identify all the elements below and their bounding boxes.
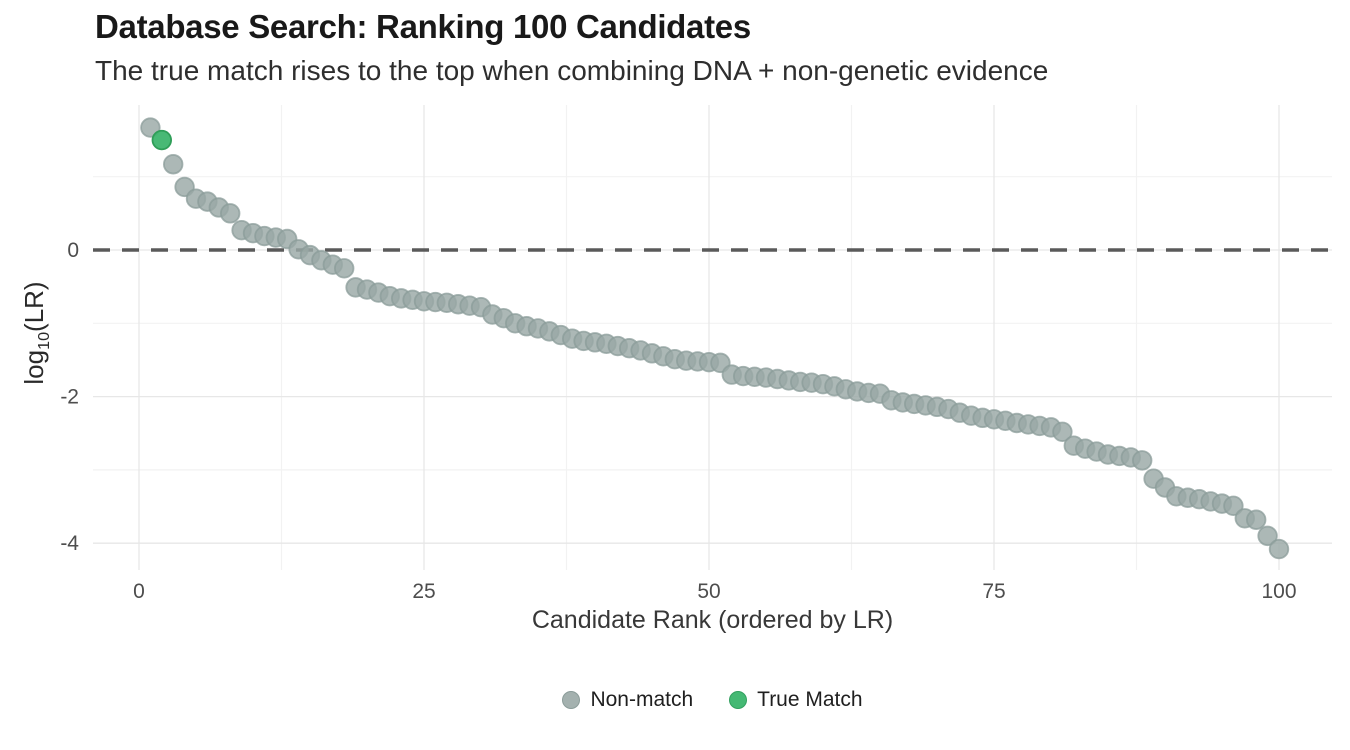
y-tick-label: 0: [67, 239, 79, 262]
major-gridlines: [93, 105, 1332, 570]
x-tick-labels: 0 25 50 75 100: [133, 580, 1296, 603]
x-tick-label: 25: [412, 580, 435, 603]
y-axis-title-subscript: 10: [35, 331, 54, 350]
x-tick-label: 100: [1261, 580, 1296, 603]
y-tick-labels: 0 -2 -4: [60, 239, 79, 555]
data-point-true-match: [151, 129, 173, 151]
data-point-non-match: [1131, 450, 1153, 471]
x-axis-title: Candidate Rank (ordered by LR): [531, 606, 894, 634]
legend: Non-match True Match: [93, 688, 1332, 712]
data-points: [140, 117, 1290, 560]
data-point-non-match: [219, 203, 241, 224]
x-tick-label: 0: [133, 580, 145, 603]
minor-gridlines: [93, 105, 1332, 570]
data-point-non-match: [162, 154, 184, 175]
data-point-non-match: [1245, 509, 1267, 530]
x-tick-label: 75: [982, 580, 1005, 603]
chart-subtitle: The true match rises to the top when com…: [95, 55, 1049, 86]
true-match-swatch-icon: [729, 691, 748, 709]
y-tick-label: -2: [60, 386, 79, 409]
data-point-non-match: [1268, 538, 1290, 560]
y-tick-label: -4: [60, 532, 79, 555]
legend-item-non-match: Non-match: [562, 688, 693, 712]
data-point-non-match: [1257, 525, 1278, 547]
chart-title: Database Search: Ranking 100 Candidates: [95, 8, 751, 45]
data-point-non-match: [140, 117, 161, 138]
data-point-non-match: [1052, 421, 1073, 442]
y-axis-title: log10(LR): [19, 281, 54, 385]
x-tick-label: 50: [697, 580, 720, 603]
legend-label-non-match: Non-match: [590, 688, 694, 711]
legend-item-true-match: True Match: [729, 688, 863, 712]
data-point-non-match: [1223, 495, 1244, 517]
scatter-plot: 0 25 50 75 100 0 -2 -4: [60, 105, 1332, 603]
data-point-non-match: [334, 258, 355, 279]
legend-label-true-match: True Match: [757, 688, 863, 711]
non-match-swatch-icon: [562, 691, 581, 709]
